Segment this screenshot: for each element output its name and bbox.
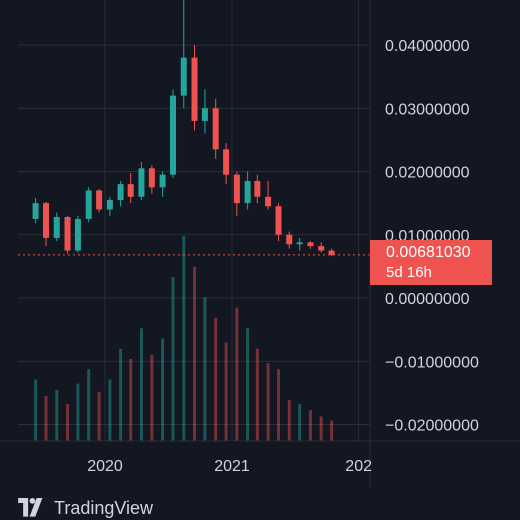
candle-body	[106, 199, 113, 210]
volume-bar	[298, 404, 302, 441]
candle-body	[286, 234, 293, 245]
candle-body	[296, 242, 303, 245]
volume-bar	[246, 328, 250, 441]
candle-body	[148, 168, 155, 188]
candle-body	[53, 217, 60, 238]
candle-body	[96, 190, 103, 210]
candle-body	[223, 149, 230, 175]
tradingview-brand[interactable]: TradingView	[16, 496, 216, 520]
volume-bar	[276, 369, 280, 441]
candle-body	[32, 203, 39, 219]
y-tick-label: 0.02000000	[385, 165, 470, 182]
candle-body	[64, 217, 71, 251]
bar-countdown: 5d 16h	[386, 264, 432, 281]
volume-bar	[44, 395, 48, 441]
volume-bar	[330, 420, 334, 441]
volume-bar	[287, 400, 291, 441]
grid	[18, 0, 370, 441]
candle-body	[265, 196, 272, 207]
candle-body	[233, 174, 240, 204]
volume-bar	[319, 416, 323, 441]
tradingview-logo-icon	[18, 498, 43, 517]
candle-body	[85, 190, 92, 219]
price-axis[interactable]: 0.040000000.030000000.020000000.01000000…	[385, 38, 479, 435]
y-tick-label: −0.02000000	[385, 418, 479, 435]
candle-body	[254, 180, 261, 197]
volume-bar	[224, 342, 228, 441]
last-price-value: 0.00681030	[386, 244, 471, 261]
volume-bar	[87, 369, 91, 441]
volume-bar	[266, 363, 270, 441]
volume-bars	[34, 236, 334, 441]
candle-body	[307, 242, 314, 247]
candle-body	[138, 168, 145, 197]
candle-body	[244, 180, 251, 204]
x-tick-label: 2020	[87, 458, 123, 475]
x-tick-label: 202	[345, 458, 372, 475]
y-tick-label: 0.04000000	[385, 38, 470, 55]
last-price-tag: 0.00681030 5d 16h	[370, 240, 492, 285]
volume-bar	[108, 379, 112, 441]
volume-bar	[214, 318, 218, 441]
x-tick-label: 2021	[214, 458, 250, 475]
candle-body	[201, 108, 208, 121]
volume-bar	[97, 391, 101, 441]
volume-bar	[76, 383, 80, 441]
volume-bar	[182, 236, 186, 441]
volume-bar	[34, 379, 38, 441]
volume-bar	[161, 338, 165, 441]
candle-body	[318, 246, 325, 251]
volume-bar	[235, 307, 239, 441]
y-tick-label: 0.03000000	[385, 101, 470, 118]
candle-body	[43, 203, 50, 238]
volume-bar	[171, 277, 175, 441]
candlesticks	[32, 0, 335, 257]
volume-bar	[308, 410, 312, 441]
volume-bar	[139, 328, 143, 441]
candle-body	[275, 206, 282, 235]
volume-bar	[55, 389, 59, 441]
volume-bar	[150, 354, 154, 441]
candle-body	[212, 108, 219, 150]
time-axis[interactable]: 2020 2021 202	[87, 458, 372, 475]
candle-body	[74, 218, 81, 251]
y-tick-label: 0.00000000	[385, 291, 470, 308]
candle-body	[117, 184, 124, 200]
candle-body	[127, 184, 134, 197]
volume-bar	[66, 404, 70, 441]
volume-bar	[119, 348, 123, 441]
volume-bar	[203, 297, 207, 441]
y-tick-label: −0.01000000	[385, 354, 479, 371]
volume-bar	[129, 359, 133, 441]
volume-bar	[255, 348, 259, 441]
candle-body	[191, 57, 198, 121]
brand-name: TradingView	[54, 497, 154, 518]
volume-bar	[193, 266, 197, 441]
candle-body	[328, 250, 335, 255]
candle-body	[170, 95, 177, 175]
candle-body	[180, 57, 187, 96]
candle-body	[159, 174, 166, 188]
